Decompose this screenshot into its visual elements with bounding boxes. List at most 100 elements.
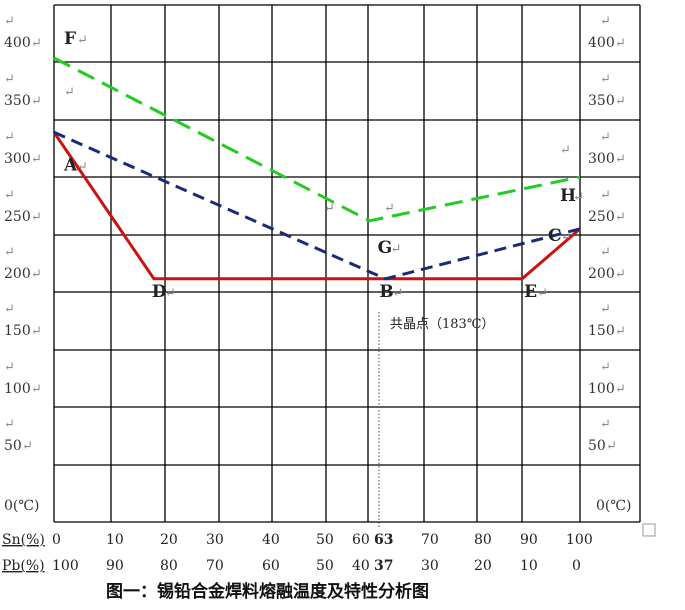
pb-tick-label: 60 xyxy=(262,558,280,574)
sn-tick-label: 30 xyxy=(206,532,224,548)
return-mark: ↵ xyxy=(4,302,15,317)
eutectic-point-note: 共晶点（183℃） xyxy=(390,317,494,332)
mid-dashed-line xyxy=(53,130,581,281)
return-mark: ↵ xyxy=(600,130,611,145)
return-mark: ↵ xyxy=(77,159,88,174)
point-label-d: D xyxy=(152,282,167,302)
y-tick-label-left: 50 xyxy=(4,438,22,454)
y-tick-label-left: 300 xyxy=(4,151,31,167)
point-label-g: G xyxy=(378,238,393,258)
upper-dashed-line xyxy=(53,56,581,223)
sn-tick-label: 20 xyxy=(160,532,178,548)
y-tick-label-right: 100 xyxy=(588,381,615,397)
return-mark: ↵ xyxy=(31,267,42,282)
sn-tick-label: 63 xyxy=(374,532,393,548)
return-mark: ↵ xyxy=(4,72,15,87)
pb-tick-label: 70 xyxy=(206,558,224,574)
y-tick-label-right: 300 xyxy=(588,151,615,167)
pb-tick-label: 20 xyxy=(474,558,492,574)
y-tick-label-left: 100 xyxy=(4,381,31,397)
sn-tick-label: 0 xyxy=(52,532,61,548)
pb-tick-label: 30 xyxy=(421,558,439,574)
pb-tick-label: 0 xyxy=(572,558,581,574)
return-mark: ↵ xyxy=(77,33,88,48)
point-label-c: C xyxy=(548,226,562,246)
return-mark: ↵ xyxy=(600,302,611,317)
return-mark: ↵ xyxy=(615,210,626,225)
return-mark: ↵ xyxy=(606,439,617,454)
return-mark: ↵ xyxy=(561,230,572,245)
return-mark: ↵ xyxy=(22,439,33,454)
y-tick-label-left: 200 xyxy=(4,266,31,282)
return-mark: ↵ xyxy=(600,417,611,432)
return-mark: ↵ xyxy=(31,382,42,397)
sn-tick-label: 40 xyxy=(262,532,280,548)
y-tick-label-left: 400 xyxy=(4,35,31,51)
return-mark: ↵ xyxy=(615,267,626,282)
y-tick-label-right: 250 xyxy=(588,209,615,225)
point-label-f: F xyxy=(64,29,76,49)
return-mark: ↵ xyxy=(4,360,15,375)
pb-tick-label: 37 xyxy=(374,558,393,574)
y-tick-label-right: 50 xyxy=(588,438,606,454)
return-mark: ↵ xyxy=(31,94,42,109)
return-mark: ↵ xyxy=(31,152,42,167)
y-tick-label-left: 150 xyxy=(4,323,31,339)
sn-tick-label: 10 xyxy=(106,532,124,548)
return-mark: ↵ xyxy=(600,188,611,203)
return-mark: ↵ xyxy=(64,85,75,100)
return-mark: ↵ xyxy=(600,360,611,375)
y-tick-label-right: 350 xyxy=(588,93,615,109)
return-mark: ↵ xyxy=(615,36,626,51)
point-label-h: H xyxy=(560,186,576,206)
solidus-liquidus-line xyxy=(52,131,581,281)
return-mark: ↵ xyxy=(615,382,626,397)
pb-tick-label: 90 xyxy=(106,558,124,574)
return-mark: ↵ xyxy=(392,286,403,301)
sn-tick-label: 50 xyxy=(316,532,334,548)
y-axis-unit-right: 0(℃) xyxy=(596,498,632,514)
y-tick-label-right: 200 xyxy=(588,266,615,282)
return-mark: ↵ xyxy=(615,94,626,109)
return-mark: ↵ xyxy=(165,286,176,301)
pb-axis-label: Pb(%) xyxy=(2,558,45,574)
y-tick-label-left: 250 xyxy=(4,209,31,225)
return-mark: ↵ xyxy=(384,201,395,216)
return-mark: ↵ xyxy=(600,72,611,87)
y-tick-label-left: 350 xyxy=(4,93,31,109)
pb-tick-label: 10 xyxy=(520,558,538,574)
return-mark: ↵ xyxy=(31,324,42,339)
point-label-e: E xyxy=(524,282,537,302)
return-mark: ↵ xyxy=(600,14,611,29)
y-tick-label-right: 400 xyxy=(588,35,615,51)
pb-tick-label: 100 xyxy=(52,558,79,574)
y-axis-unit-left: 0(℃) xyxy=(4,498,40,514)
chart-grid xyxy=(53,4,641,528)
return-mark: ↵ xyxy=(537,286,548,301)
return-mark: ↵ xyxy=(4,14,15,29)
point-label-a: A xyxy=(63,155,78,175)
sn-tick-label: 90 xyxy=(520,532,538,548)
chart-caption: 图一：锡铅合金焊料熔融温度及特性分析图 xyxy=(106,581,429,602)
return-mark: ↵ xyxy=(4,417,15,432)
return-mark: ↵ xyxy=(615,324,626,339)
return-mark: ↵ xyxy=(324,201,335,216)
corner-checkbox xyxy=(642,523,656,537)
sn-tick-label: 100 xyxy=(566,532,593,548)
sn-tick-label: 70 xyxy=(421,532,439,548)
return-mark: ↵ xyxy=(31,210,42,225)
return-mark: ↵ xyxy=(573,190,584,205)
return-mark: ↵ xyxy=(600,245,611,260)
return-mark: ↵ xyxy=(31,36,42,51)
chart-series xyxy=(52,56,581,281)
sn-axis-label: Sn(%) xyxy=(2,532,45,548)
sn-tick-label: 80 xyxy=(474,532,492,548)
return-mark: ↵ xyxy=(4,245,15,260)
pb-tick-label: 80 xyxy=(160,558,178,574)
sn-tick-label: 60 xyxy=(352,532,370,548)
return-mark: ↵ xyxy=(391,242,402,257)
pb-tick-label: 50 xyxy=(316,558,334,574)
chart-labels: 400 ↵↵400 ↵↵350 ↵↵350 ↵↵300 ↵↵300 ↵↵250 ↵↵250 ↵↵… xyxy=(4,14,626,574)
return-mark: ↵ xyxy=(4,188,15,203)
